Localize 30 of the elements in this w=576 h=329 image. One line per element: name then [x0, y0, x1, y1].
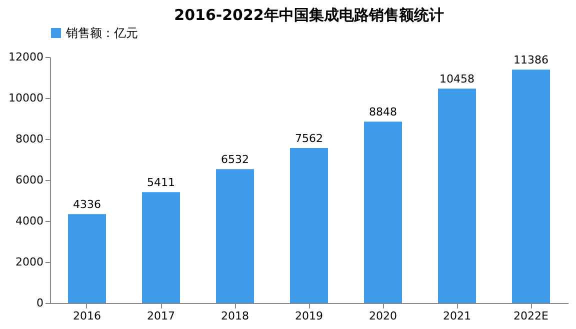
x-tick-label: 2019 — [295, 310, 323, 322]
y-tick-label: 12000 — [8, 50, 44, 64]
x-tick-label: 2021 — [443, 310, 471, 322]
bar — [290, 148, 328, 303]
y-tick-label: 10000 — [8, 92, 44, 104]
bar — [512, 70, 550, 303]
bar — [142, 192, 180, 303]
data-label: 6532 — [221, 153, 249, 166]
x-tick-label: 2022E — [514, 310, 549, 322]
data-label: 11386 — [514, 54, 548, 67]
bar — [216, 169, 254, 303]
y-tick-label: 4000 — [16, 214, 44, 228]
bar — [438, 88, 476, 303]
x-tick-label: 2016 — [73, 310, 101, 322]
data-label: 7562 — [295, 132, 323, 145]
y-tick-label: 6000 — [16, 174, 44, 186]
x-tick-label: 2020 — [369, 310, 397, 322]
data-label: 10458 — [440, 72, 474, 86]
data-label: 5411 — [147, 176, 175, 190]
legend-label: 销售额：亿元 — [65, 26, 138, 40]
chart-title: 2016-2022年中国集成电路销售额统计 — [174, 6, 444, 24]
x-tick-label: 2017 — [147, 310, 175, 322]
bar — [364, 122, 402, 303]
x-tick-label: 2018 — [221, 310, 249, 322]
data-label: 8848 — [369, 106, 397, 119]
y-tick-label: 2000 — [16, 256, 44, 268]
y-tick-label: 8000 — [16, 132, 44, 146]
data-label: 4336 — [73, 198, 101, 212]
y-tick-label: 0 — [36, 296, 44, 310]
bar — [68, 214, 106, 303]
